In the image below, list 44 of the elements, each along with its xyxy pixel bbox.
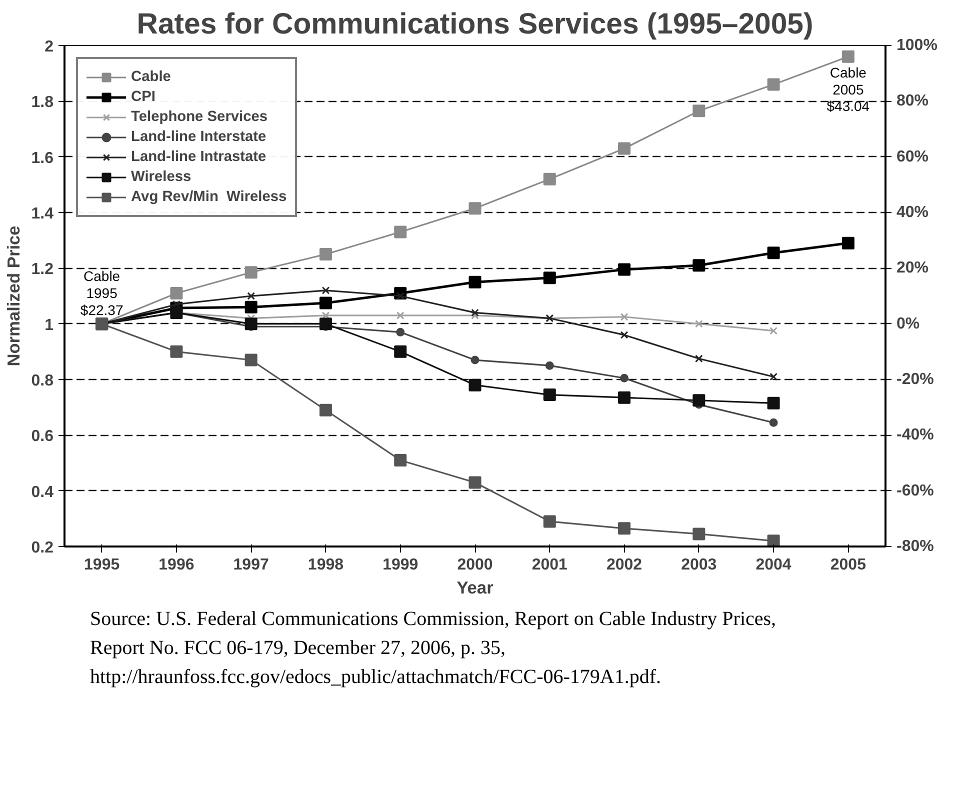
y-tick-label: 2 — [44, 38, 54, 56]
annotation: Cable 1995 $22.37 — [80, 268, 124, 318]
y2-tick-label: 40% — [896, 204, 929, 221]
x-tick-label: 2002 — [606, 556, 642, 574]
y-axis-title: Normalized Price — [3, 225, 24, 366]
y2-tick-label: 0% — [896, 315, 920, 332]
x-axis-title: Year — [456, 578, 494, 598]
y-tick-label: 0.8 — [31, 372, 54, 390]
x-tick-label: 2001 — [532, 556, 568, 574]
x-tick-label: 1996 — [158, 556, 194, 574]
legend-label: Wireless — [131, 169, 192, 185]
legend-label: CPI — [131, 89, 156, 105]
legend-label: Telephone Services — [131, 109, 268, 125]
x-tick-label: 2003 — [681, 556, 717, 574]
x-tick-label: 1998 — [308, 556, 344, 574]
y2-tick-label: -80% — [896, 538, 934, 555]
y-tick-label: 0.6 — [31, 428, 54, 446]
y2-tick-label: -60% — [896, 482, 934, 500]
y-tick-label: 1.6 — [31, 150, 54, 167]
y2-tick-label: 20% — [896, 260, 929, 277]
legend-label: Land-line Intrastate — [131, 149, 266, 165]
y2-tick-label: -40% — [896, 426, 934, 444]
y-tick-label: 1 — [44, 316, 54, 334]
y-tick-label: 1.4 — [31, 206, 54, 222]
y-tick-label: 1.2 — [31, 261, 54, 278]
chart-title: Rates for Communications Services (1995–2005) — [136, 8, 814, 40]
source-note: Source: U.S. Federal Communications Commission, Report on Cable Industry Prices, Report No. FCC 06-179, December 27, 2006, p. 35, http://hraunfoss.fcc.gov/edocs_public/attachmatch/FCC-06-179A1.pdf. — [90, 607, 776, 690]
legend-label: Avg Rev/Min Wireless — [131, 189, 287, 205]
legend-label: Cable — [131, 69, 171, 85]
y-tick-label: 1.8 — [31, 94, 54, 112]
x-tick-label: 1997 — [233, 556, 269, 574]
legend-label: Land-line Interstate — [131, 129, 266, 145]
x-tick-label: 1995 — [84, 556, 120, 574]
x-tick-label: 2005 — [830, 556, 866, 574]
y-tick-label: 0.4 — [31, 484, 54, 501]
x-tick-label: 2004 — [756, 556, 792, 574]
y2-tick-label: 100% — [896, 37, 938, 54]
x-tick-label: 2000 — [457, 556, 493, 574]
y2-tick-label: -20% — [896, 371, 934, 388]
y2-tick-label: 60% — [896, 148, 929, 166]
x-tick-label: 1999 — [382, 556, 418, 574]
y-tick-label: 0.2 — [31, 540, 54, 556]
annotation: Cable 2005 $43.04 — [826, 64, 870, 114]
y2-tick-label: 80% — [896, 92, 929, 110]
